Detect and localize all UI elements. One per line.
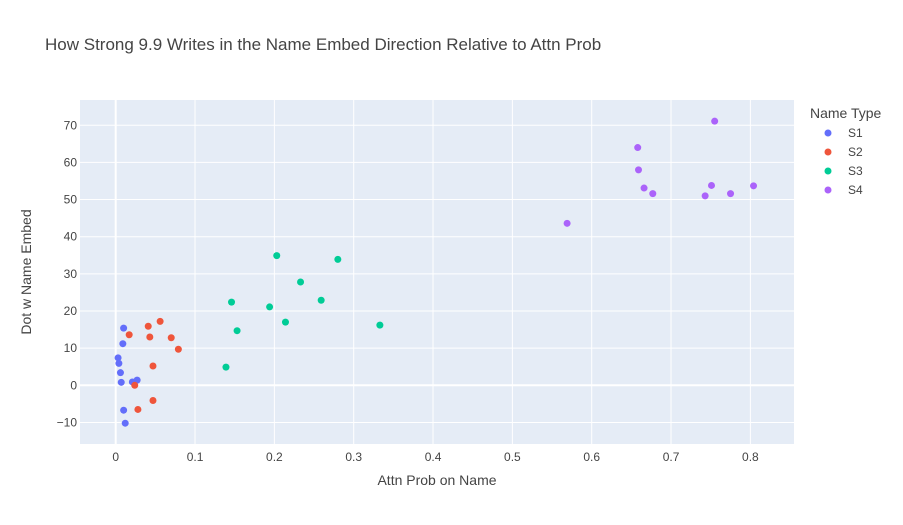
x-tick-label: 0.8 (742, 450, 759, 464)
point-s2 (167, 334, 175, 342)
x-tick-label: 0.5 (504, 450, 521, 464)
legend-label: S4 (848, 183, 863, 197)
point-s1 (120, 324, 128, 332)
legend-marker-s1 (824, 129, 832, 137)
point-s1 (115, 359, 123, 367)
point-s4 (563, 219, 571, 227)
point-s2 (144, 322, 152, 330)
tick-labels: 0 0.1 0.2 0.3 0.4 0.5 0.6 0.7 0.8 −10 0 10 20 30 40 50 6… (57, 118, 759, 464)
point-s3 (273, 252, 281, 260)
y-tick-label: 20 (64, 304, 78, 318)
y-tick-label: 40 (64, 230, 78, 244)
x-axis-title: Attn Prob on Name (377, 472, 496, 488)
x-tick-label: 0.7 (663, 450, 680, 464)
point-s4 (750, 182, 758, 190)
legend-label: S1 (848, 126, 863, 140)
legend-title: Name Type (810, 105, 882, 121)
point-s4 (701, 192, 709, 200)
point-s4 (711, 117, 719, 125)
legend-marker-s4 (824, 186, 832, 194)
legend-marker-s2 (824, 148, 832, 156)
legend: Name Type S1 S2 S3 S4 (810, 105, 882, 197)
y-tick-label: 0 (70, 378, 77, 392)
y-tick-label: 10 (64, 341, 78, 355)
y-tick-label: 70 (64, 118, 78, 132)
point-s2 (149, 362, 157, 370)
x-tick-label: 0.4 (425, 450, 442, 464)
y-tick-label: −10 (57, 415, 78, 429)
point-s1 (117, 378, 125, 386)
data-points (114, 117, 758, 427)
point-s1 (120, 406, 128, 414)
x-tick-label: 0.1 (187, 450, 204, 464)
point-s4 (649, 190, 657, 198)
point-s1 (121, 419, 129, 427)
point-s2 (156, 317, 164, 325)
y-tick-label: 30 (64, 267, 78, 281)
point-s3 (228, 298, 236, 306)
point-s1 (119, 340, 127, 348)
point-s2 (174, 345, 182, 353)
point-s4 (634, 144, 642, 152)
point-s2 (149, 397, 157, 405)
gridlines (80, 100, 794, 444)
x-tick-label: 0.3 (345, 450, 362, 464)
point-s1 (116, 369, 124, 377)
y-axis-title: Dot w Name Embed (18, 209, 34, 334)
point-s3 (297, 278, 305, 286)
x-tick-label: 0.6 (583, 450, 600, 464)
chart-title: How Strong 9.9 Writes in the Name Embed … (45, 35, 601, 54)
point-s4 (635, 166, 643, 174)
point-s4 (640, 184, 648, 192)
point-s3 (334, 255, 342, 263)
point-s2 (125, 331, 133, 339)
legend-marker-s3 (824, 167, 832, 175)
y-tick-label: 60 (64, 155, 78, 169)
point-s3 (233, 327, 241, 335)
point-s4 (727, 190, 735, 198)
point-s4 (707, 181, 715, 189)
x-tick-label: 0 (112, 450, 119, 464)
point-s1 (114, 354, 122, 362)
point-s3 (376, 321, 384, 329)
x-tick-label: 0.2 (266, 450, 283, 464)
point-s1 (133, 376, 141, 384)
point-s3 (222, 363, 230, 371)
legend-label: S3 (848, 164, 863, 178)
point-s2 (146, 333, 154, 341)
point-s3 (266, 303, 274, 311)
point-s2 (131, 381, 139, 389)
point-s3 (317, 296, 325, 304)
legend-label: S2 (848, 145, 863, 159)
point-s3 (281, 318, 289, 326)
y-tick-label: 50 (64, 193, 78, 207)
plot-area (80, 100, 794, 444)
point-s2 (134, 405, 142, 413)
